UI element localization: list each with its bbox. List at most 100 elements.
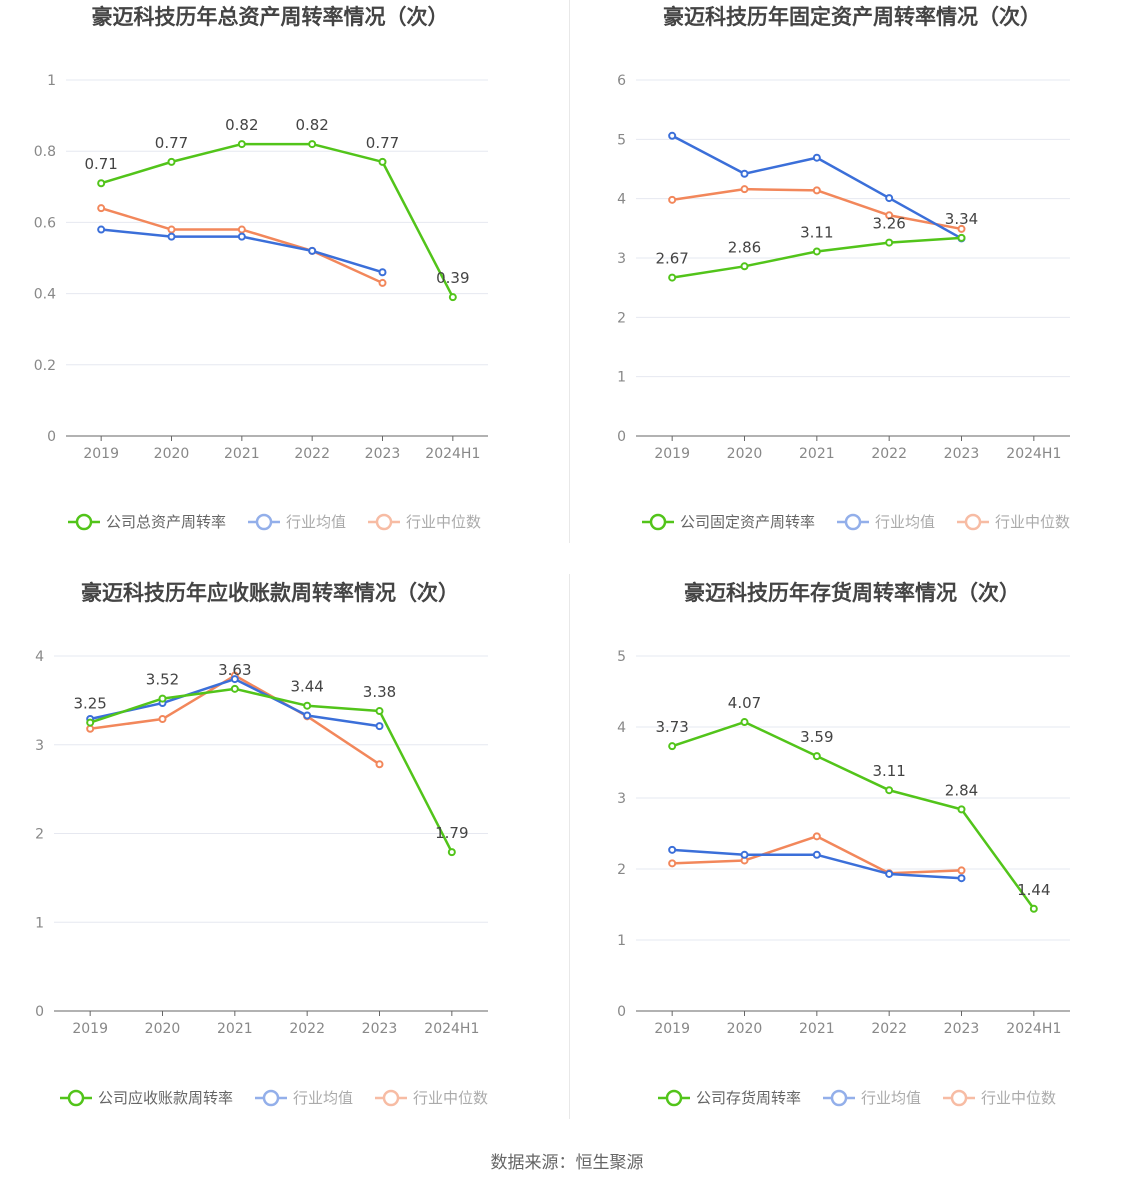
x-tick-label: 2023: [944, 446, 980, 462]
y-tick-label: 2: [617, 310, 626, 326]
y-tick-label: 0: [617, 1004, 626, 1020]
y-tick-label: 3: [35, 738, 44, 754]
legend-marker: [375, 513, 393, 531]
y-tick-label: 0.2: [34, 358, 56, 374]
legend-item-company: 公司应收账款周转率: [60, 1089, 233, 1107]
legend-item-median: 行业中位数: [943, 1089, 1056, 1107]
x-tick-label: 2019: [654, 446, 690, 462]
data-point-company: [812, 247, 821, 256]
data-label: 2.84: [945, 781, 978, 799]
legend-label: 行业均值: [293, 1089, 353, 1107]
legend-item-avg: 行业均值: [248, 513, 346, 531]
data-point-avg: [308, 246, 317, 255]
legend-marker: [665, 1089, 683, 1107]
legend: 公司应收账款周转率 行业均值 行业中位数: [60, 1089, 488, 1107]
legend-marker: [844, 513, 862, 531]
legend-marker: [255, 513, 273, 531]
legend-label: 公司总资产周转率: [106, 513, 226, 531]
legend-label: 公司应收账款周转率: [98, 1089, 233, 1107]
x-tick-label: 2021: [224, 446, 260, 462]
data-label: 3.59: [800, 728, 833, 746]
x-tick-label: 2020: [727, 446, 763, 462]
series-line-company: [671, 720, 1035, 910]
series-line-company: [89, 687, 453, 853]
data-label: 3.11: [872, 762, 905, 780]
series-line-median: [100, 206, 384, 285]
chart-panel-1: 豪迈科技历年总资产周转率情况（次） 0 0.2 0.4 0.6 0.8 1 2019 2020 2…: [34, 5, 488, 531]
legend-label: 行业中位数: [406, 513, 481, 531]
legend-label: 行业均值: [286, 513, 346, 531]
data-point-median: [885, 211, 894, 220]
data-label: 3.38: [363, 683, 396, 701]
data-point-company: [97, 179, 106, 188]
x-tick-label: 2023: [944, 1021, 980, 1037]
x-tick-label: 2019: [83, 446, 119, 462]
data-point-company: [668, 742, 677, 751]
x-tick-label: 2020: [154, 446, 190, 462]
chart-panel-3: 豪迈科技历年应收账款周转率情况（次） 0 1 2 3 4 2019 2020 2021 2022 2…: [35, 581, 488, 1107]
x-tick-label: 2024H1: [424, 1021, 479, 1037]
chart-title: 豪迈科技历年总资产周转率情况（次）: [92, 5, 449, 29]
data-point-avg: [885, 194, 894, 203]
x-tick-label: 2024H1: [425, 446, 480, 462]
data-point-company: [885, 786, 894, 795]
y-tick-label: 0: [617, 429, 626, 445]
source-note: 数据来源：恒生聚源: [490, 1153, 644, 1173]
data-point-avg: [167, 232, 176, 241]
panel-divider-top: [569, 0, 570, 543]
data-point-company: [167, 157, 176, 166]
data-point-avg: [668, 845, 677, 854]
data-label: 3.73: [655, 718, 688, 736]
legend-marker: [75, 513, 93, 531]
y-tick-label: 0.8: [34, 144, 56, 160]
data-point-median: [957, 866, 966, 875]
data-point-median: [86, 724, 95, 733]
legend-label: 行业均值: [875, 513, 935, 531]
legend-marker: [649, 513, 667, 531]
legend-label: 公司固定资产周转率: [680, 513, 815, 531]
legend-item-avg: 行业均值: [837, 513, 935, 531]
x-tick-label: 2019: [72, 1021, 108, 1037]
x-tick-label: 2023: [362, 1021, 398, 1037]
legend: 公司固定资产周转率 行业均值 行业中位数: [642, 513, 1070, 531]
x-tick-label: 2020: [727, 1021, 763, 1037]
data-point-median: [158, 715, 167, 724]
panel-divider-bottom: [569, 574, 570, 1119]
x-tick-label: 2020: [145, 1021, 181, 1037]
data-point-company: [740, 718, 749, 727]
data-label: 3.25: [73, 695, 106, 713]
data-point-median: [740, 185, 749, 194]
data-point-median: [812, 832, 821, 841]
legend-item-company: 公司存货周转率: [658, 1089, 801, 1107]
y-tick-label: 2: [35, 827, 44, 843]
data-point-median: [375, 760, 384, 769]
y-tick-label: 4: [35, 649, 44, 665]
data-point-avg: [237, 232, 246, 241]
x-tick-label: 2021: [799, 1021, 835, 1037]
data-label: 0.77: [155, 134, 188, 152]
y-tick-label: 4: [617, 720, 626, 736]
data-point-company: [230, 684, 239, 693]
legend-marker: [382, 1089, 400, 1107]
data-point-avg: [957, 874, 966, 883]
data-point-company: [308, 140, 317, 149]
x-tick-label: 2022: [871, 1021, 907, 1037]
legend-item-median: 行业中位数: [957, 513, 1070, 531]
data-point-company: [668, 273, 677, 282]
data-point-avg: [812, 153, 821, 162]
y-tick-label: 2: [617, 862, 626, 878]
y-tick-label: 5: [617, 649, 626, 665]
chart-title: 豪迈科技历年固定资产周转率情况（次）: [663, 5, 1041, 29]
legend-label: 行业中位数: [981, 1089, 1056, 1107]
legend-marker: [950, 1089, 968, 1107]
legend-marker: [964, 513, 982, 531]
y-tick-label: 0: [35, 1004, 44, 1020]
y-tick-label: 0.6: [34, 215, 56, 231]
x-tick-label: 2019: [654, 1021, 690, 1037]
data-point-avg: [740, 169, 749, 178]
y-tick-label: 1: [617, 933, 626, 949]
data-point-company: [957, 805, 966, 814]
data-point-company: [86, 718, 95, 727]
data-label: 4.07: [728, 694, 761, 712]
y-tick-label: 1: [47, 73, 56, 89]
